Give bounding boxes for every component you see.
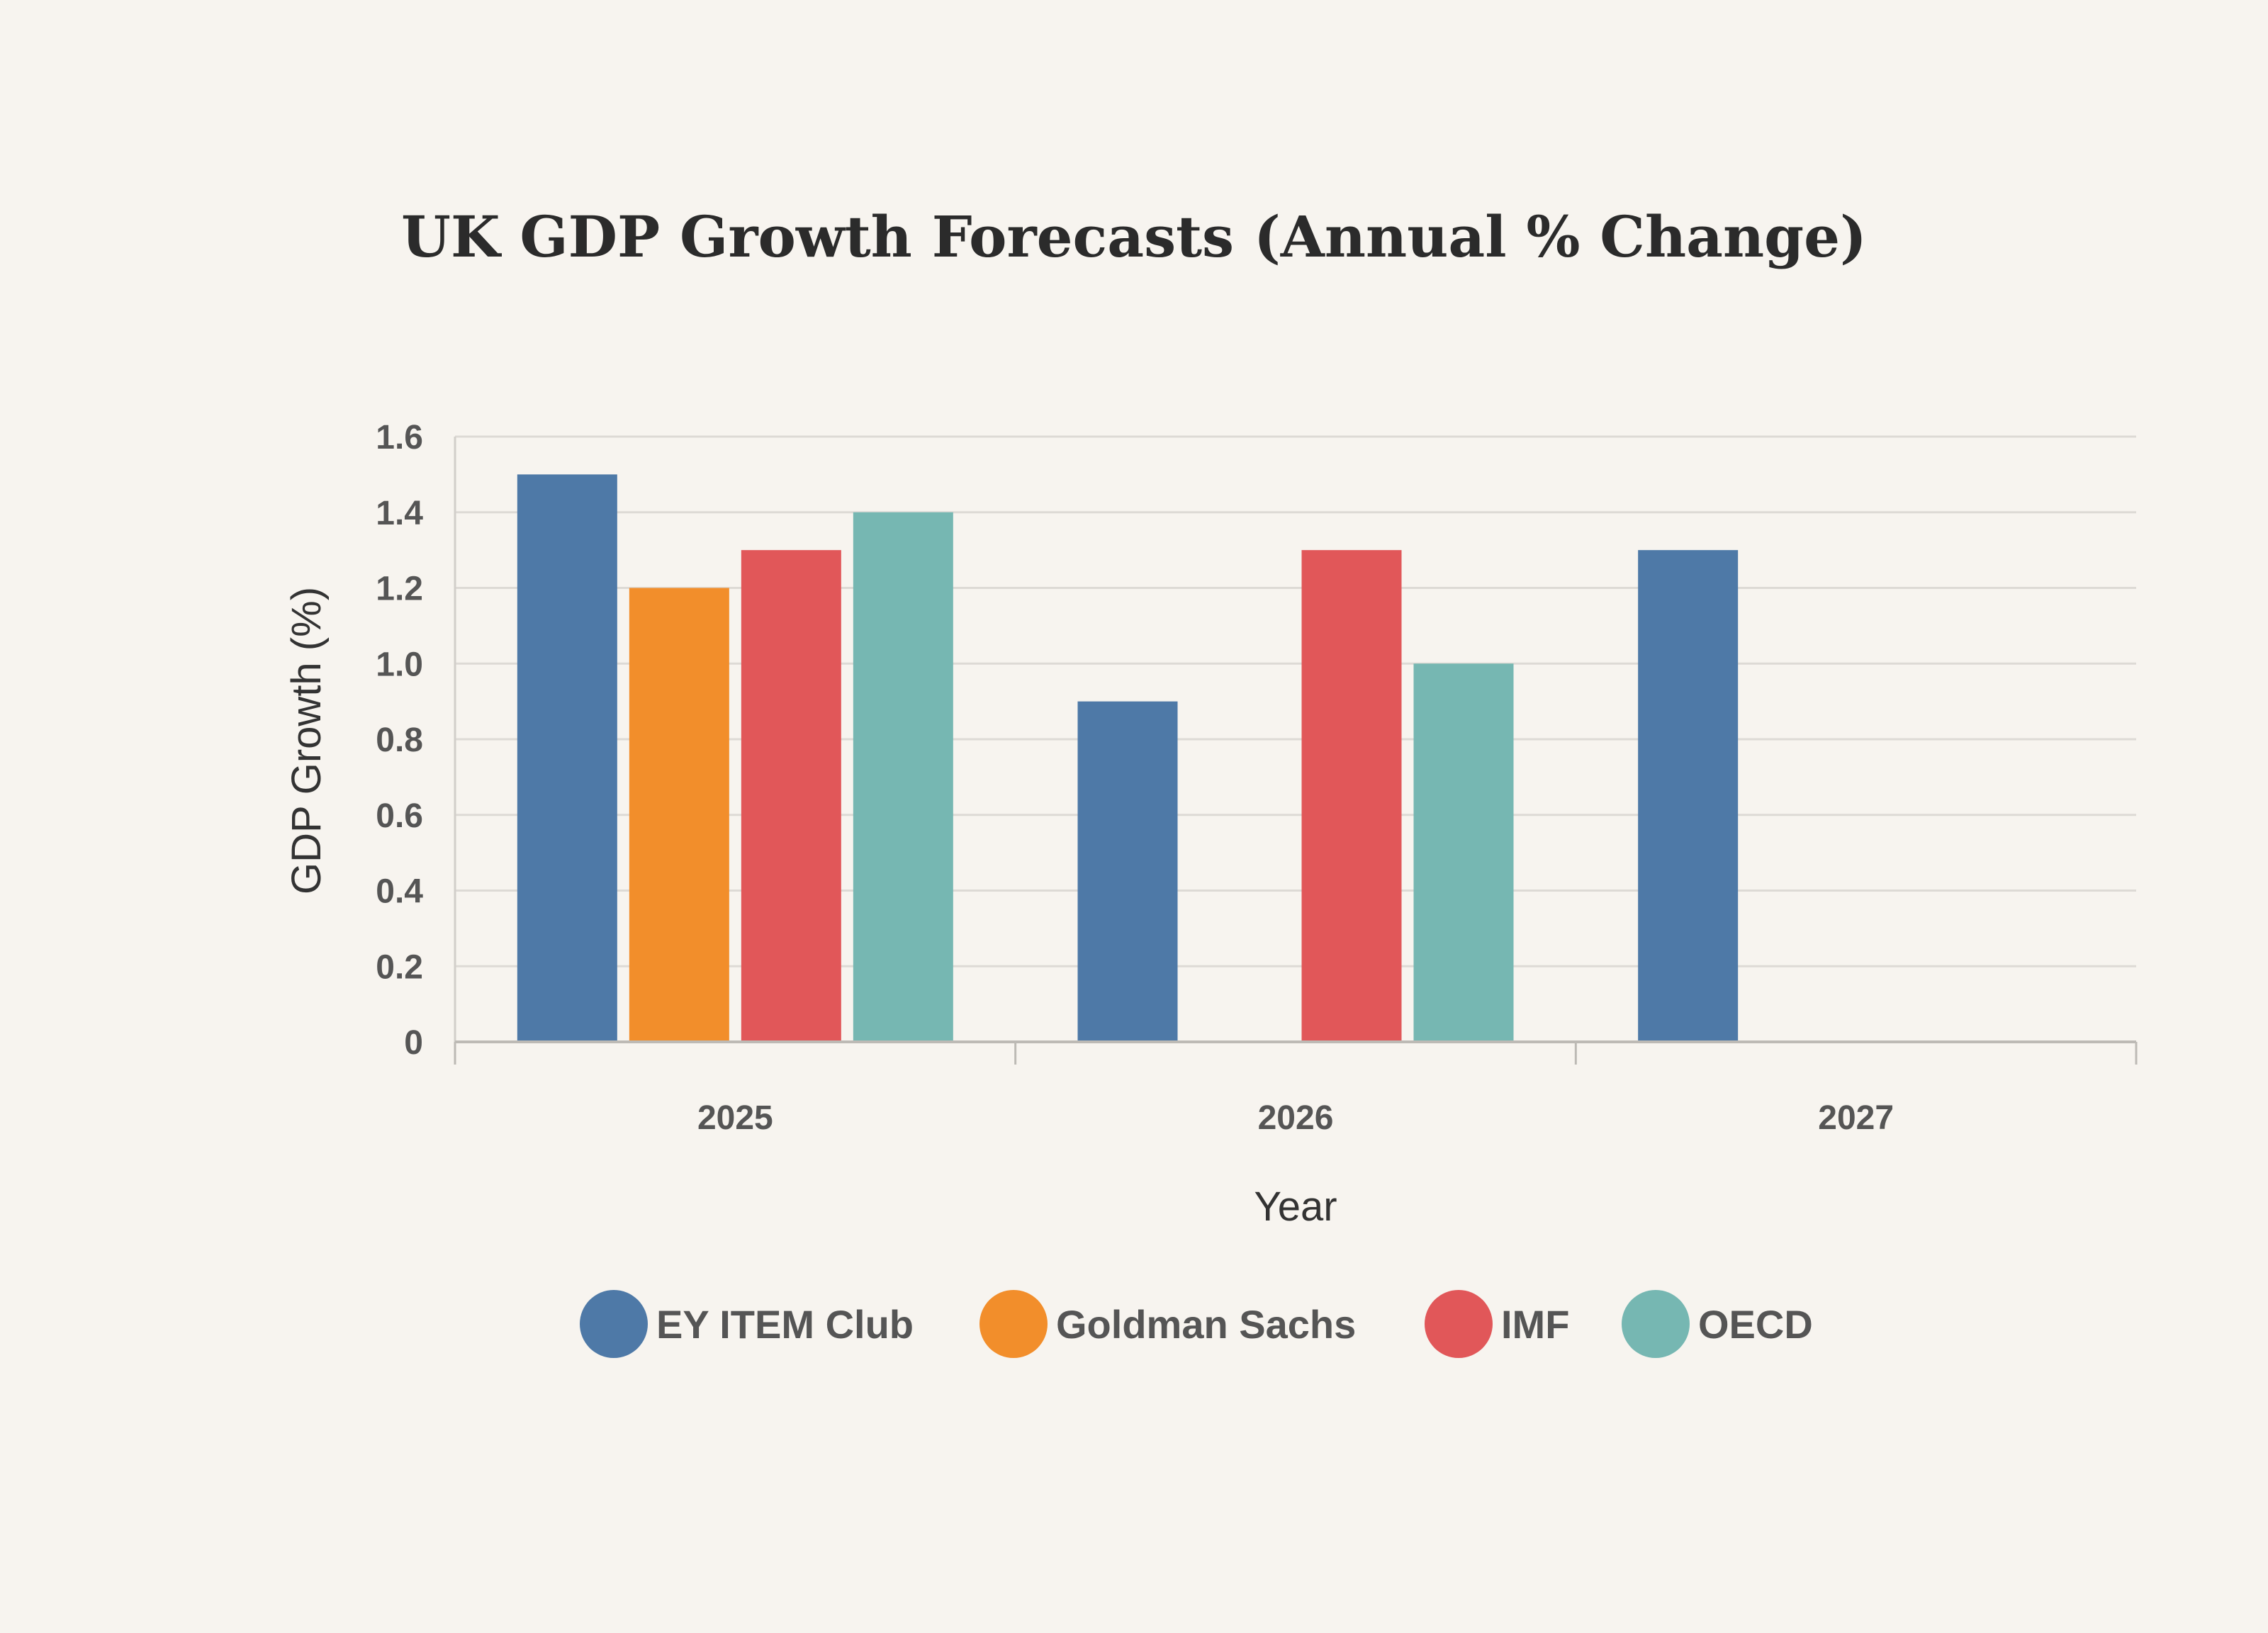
legend-label: Goldman Sachs bbox=[1056, 1302, 1356, 1347]
bar-oecd-2025 bbox=[853, 512, 953, 1042]
legend-swatch bbox=[1425, 1290, 1493, 1358]
bar-goldman-sachs-2025 bbox=[629, 588, 729, 1042]
bar-imf-2026 bbox=[1301, 550, 1402, 1042]
bar-oecd-2026 bbox=[1413, 663, 1514, 1042]
gridlines bbox=[455, 435, 2136, 1043]
legend-swatch bbox=[979, 1290, 1048, 1358]
y-axis-title: GDP Growth (%) bbox=[284, 587, 330, 894]
bar-ey-item-club-2027 bbox=[1638, 550, 1739, 1042]
bar-ey-item-club-2025 bbox=[517, 474, 617, 1042]
bar-ey-item-club-2026 bbox=[1077, 701, 1178, 1042]
y-tick-labels: 0 0.2 0.4 0.6 0.8 1.0 1.2 1.4 1.6 bbox=[376, 419, 423, 1062]
y-tick-label: 1.0 bbox=[376, 646, 423, 683]
bars bbox=[517, 474, 1739, 1042]
legend-label: IMF bbox=[1501, 1302, 1569, 1347]
y-tick-label: 0 bbox=[404, 1024, 423, 1062]
axes bbox=[454, 437, 2138, 1065]
y-tick-label: 0.2 bbox=[376, 948, 423, 986]
y-tick-label: 0.6 bbox=[376, 797, 423, 835]
y-tick-label: 1.6 bbox=[376, 419, 423, 456]
legend-swatch bbox=[580, 1290, 648, 1358]
y-tick-label: 0.4 bbox=[376, 873, 423, 911]
x-tick-label: 2026 bbox=[1258, 1099, 1334, 1137]
y-tick-label: 0.8 bbox=[376, 722, 423, 759]
y-tick-label: 1.2 bbox=[376, 571, 423, 608]
legend-swatch bbox=[1622, 1290, 1690, 1358]
legend: EY ITEM Club Goldman Sachs IMF OECD bbox=[580, 1290, 1813, 1358]
y-tick-label: 1.4 bbox=[376, 495, 423, 532]
x-tick-label: 2025 bbox=[697, 1099, 773, 1137]
x-tick-labels: 2025 2026 2027 bbox=[697, 1099, 1894, 1137]
x-tick-label: 2027 bbox=[1818, 1099, 1894, 1137]
legend-label: OECD bbox=[1698, 1302, 1813, 1347]
legend-label: EY ITEM Club bbox=[656, 1302, 914, 1347]
x-axis-title: Year bbox=[1254, 1184, 1337, 1230]
chart-title: UK GDP Growth Forecasts (Annual % Change… bbox=[401, 203, 1867, 270]
bar-imf-2025 bbox=[741, 550, 841, 1042]
